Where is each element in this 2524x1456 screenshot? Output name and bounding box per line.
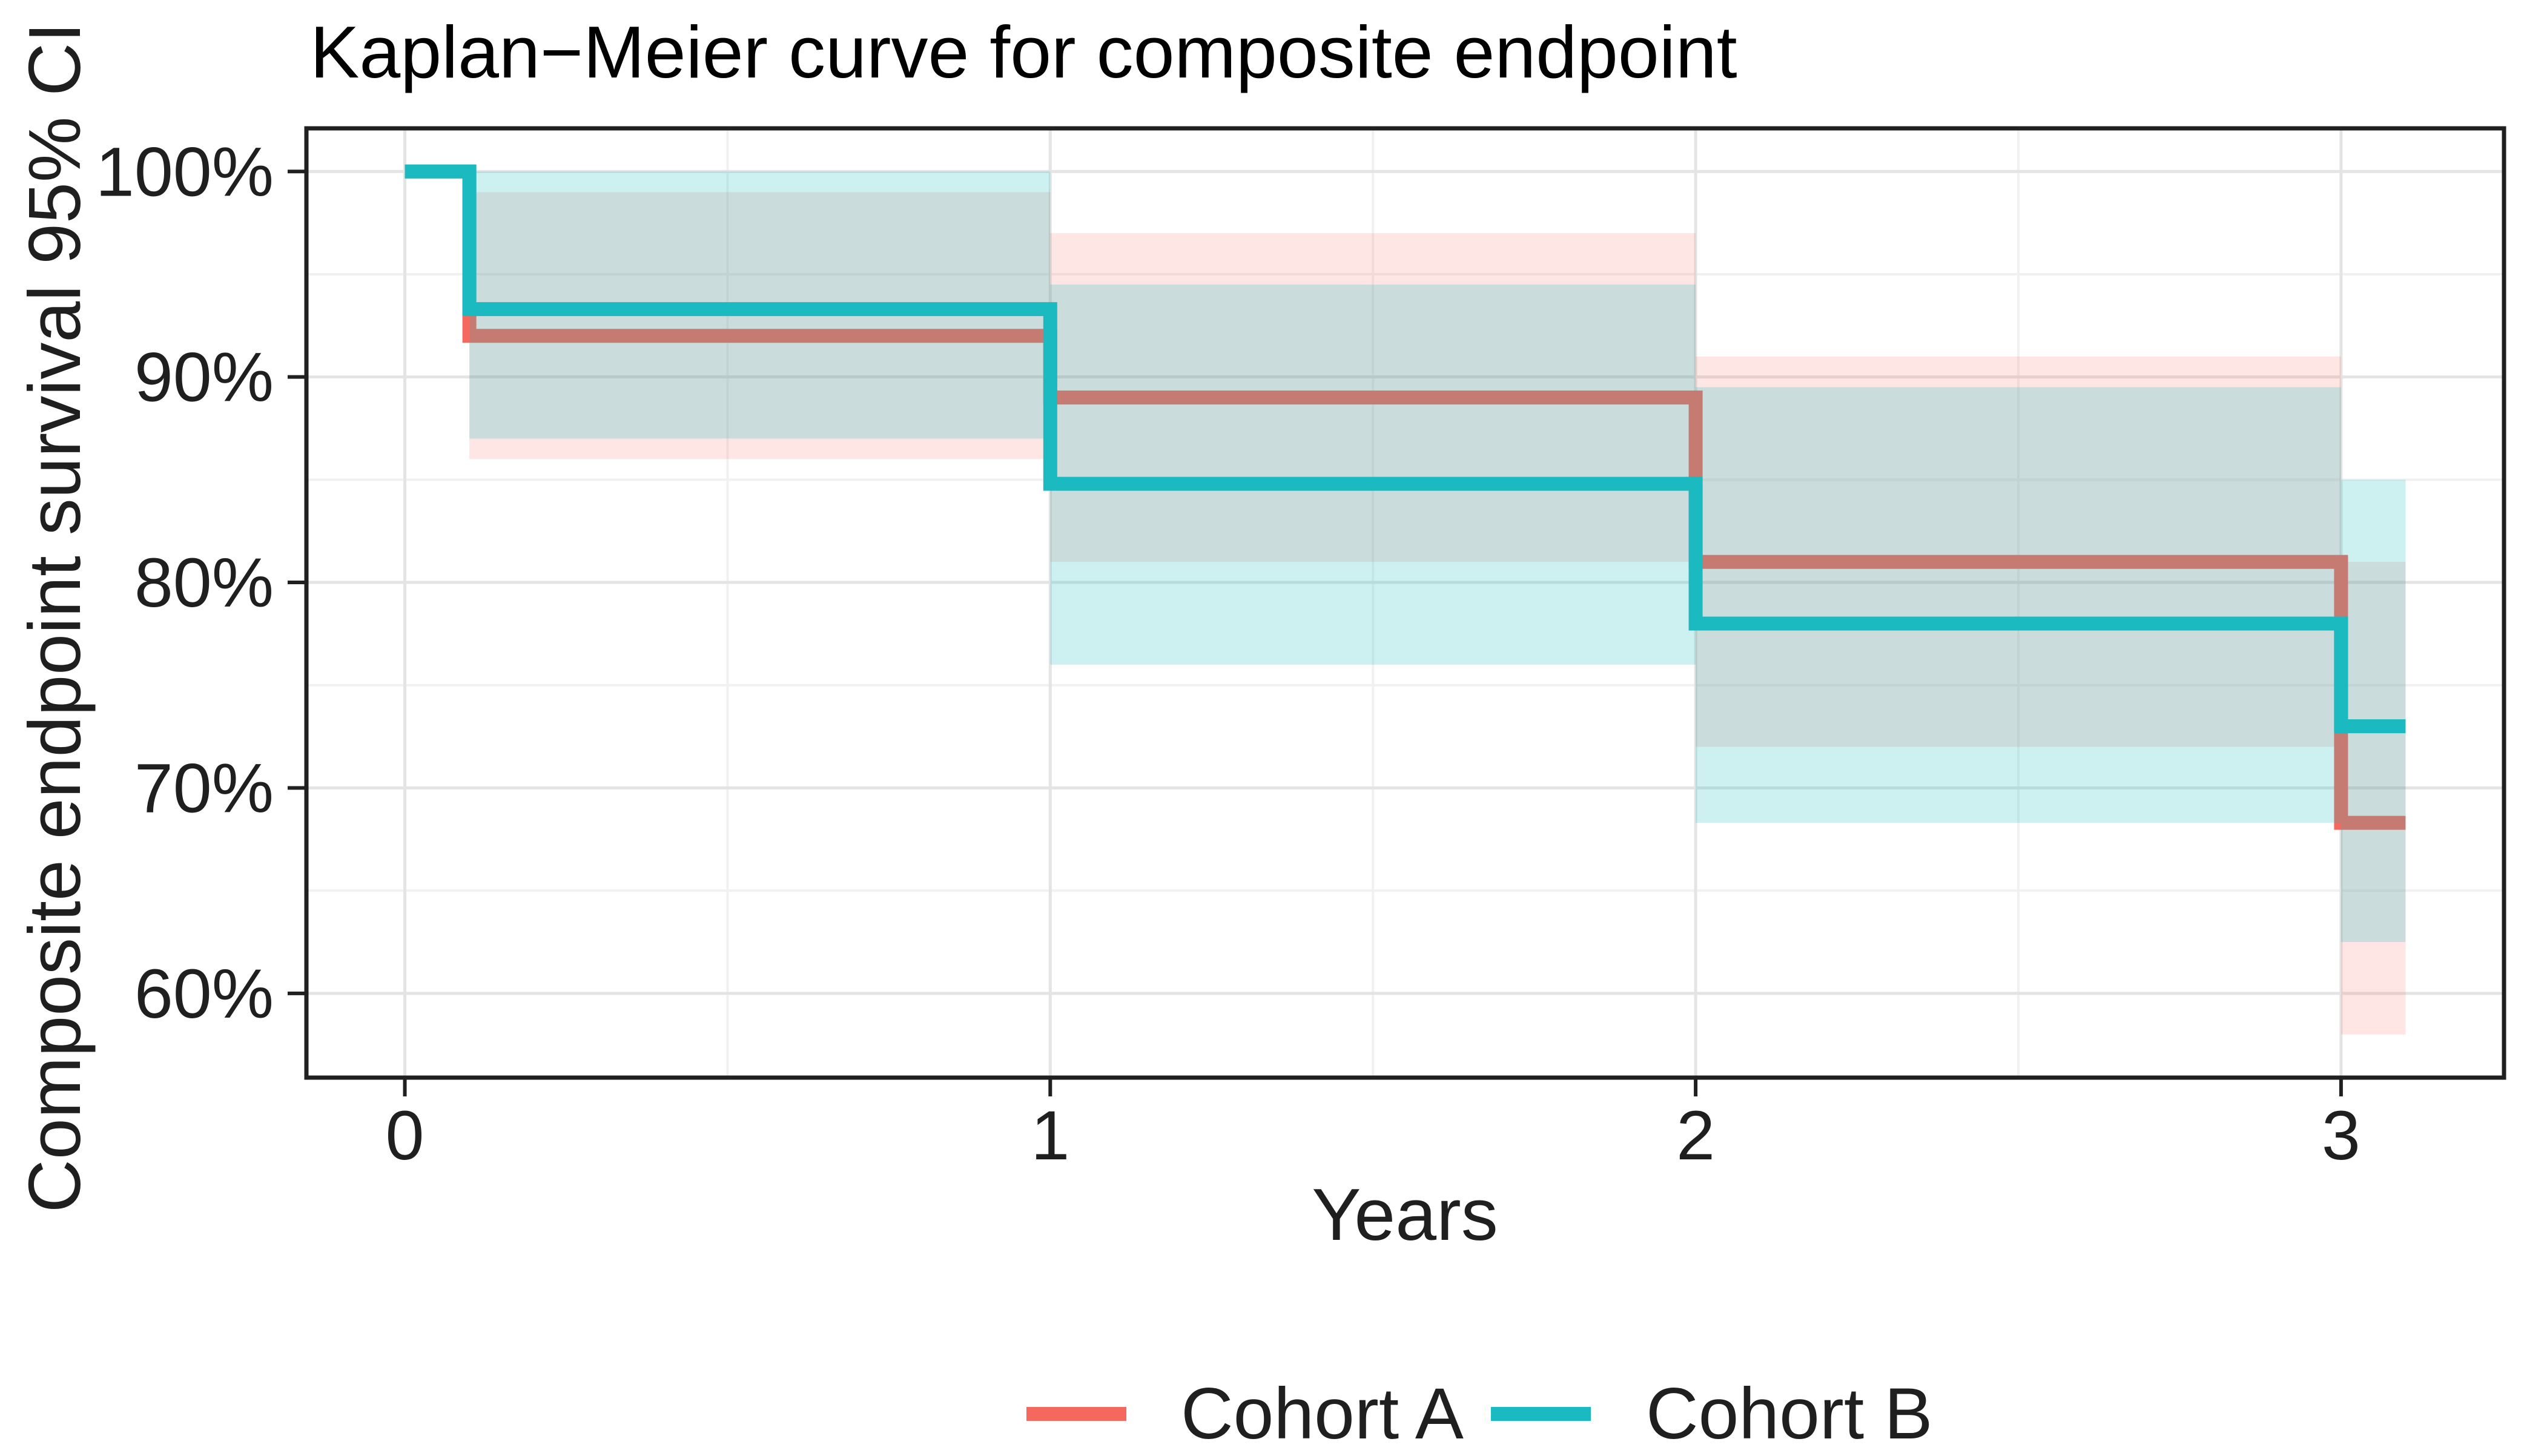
series-layer xyxy=(405,164,2406,1035)
x-tick-label: 1 xyxy=(1031,1097,1069,1174)
axis-tick-labels-layer: 0 1 2 3 100% 90% 80% 70% 60% xyxy=(96,133,2360,1174)
x-tick-label: 0 xyxy=(386,1097,425,1174)
legend-label-cohort-b: Cohort B xyxy=(1646,1373,1933,1454)
y-tick-label: 100% xyxy=(96,133,274,211)
chart-title: Kaplan−Meier curve for composite endpoin… xyxy=(310,11,1737,93)
axis-ticks-layer xyxy=(288,170,2343,1096)
y-tick-label: 90% xyxy=(134,339,274,417)
survival-step-cohort-b xyxy=(405,164,2406,734)
y-tick-label: 60% xyxy=(134,955,274,1033)
y-axis-title: Composite endpoint survival 95% CI xyxy=(13,22,96,1213)
gridlines-layer xyxy=(306,128,2504,1078)
x-tick-label: 2 xyxy=(1676,1097,1715,1174)
ci-ribbon-cohort-a xyxy=(469,192,2406,1035)
legend: Cohort A Cohort B xyxy=(1026,1373,1933,1454)
panel-border xyxy=(304,126,2506,1080)
legend-label-cohort-a: Cohort A xyxy=(1181,1373,1464,1454)
legend-swatch-cohort-b xyxy=(1491,1407,1591,1421)
x-tick-label: 3 xyxy=(2322,1097,2360,1174)
ci-ribbon-cohort-b xyxy=(469,171,2406,943)
x-axis-title: Years xyxy=(1312,1173,1498,1256)
y-tick-label: 70% xyxy=(134,749,274,827)
y-tick-label: 80% xyxy=(134,544,274,622)
legend-swatch-cohort-a xyxy=(1026,1407,1126,1421)
